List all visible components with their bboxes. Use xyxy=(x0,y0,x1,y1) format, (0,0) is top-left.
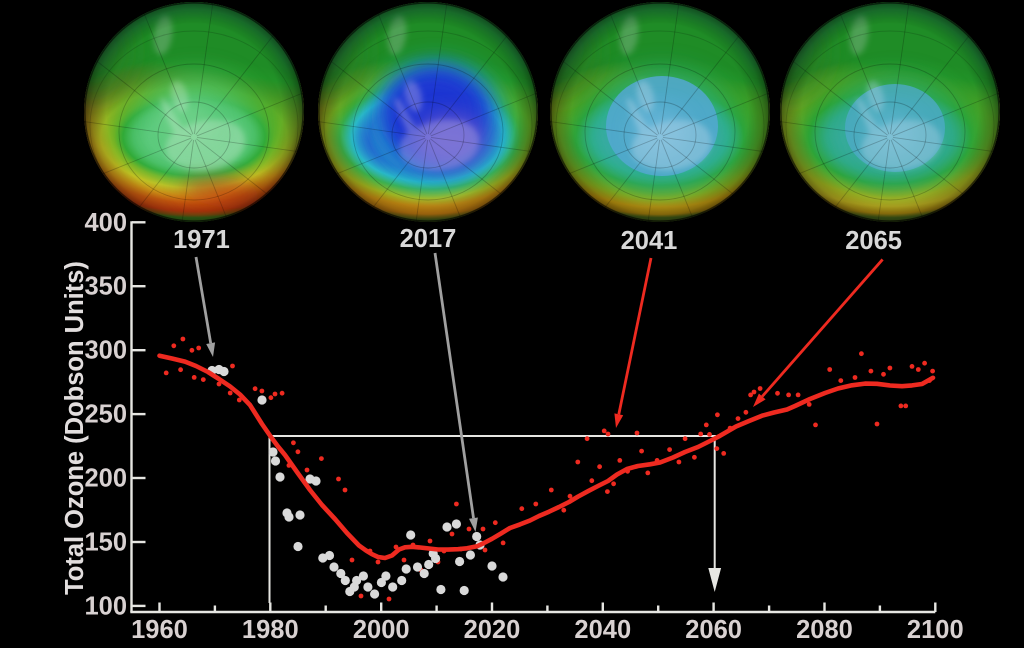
svg-text:100: 100 xyxy=(84,592,127,620)
svg-text:Total Ozone (Dobson Units): Total Ozone (Dobson Units) xyxy=(61,261,89,595)
svg-text:200: 200 xyxy=(84,465,127,493)
svg-text:1980: 1980 xyxy=(242,616,299,643)
svg-text:2100: 2100 xyxy=(907,616,964,643)
svg-text:2040: 2040 xyxy=(574,616,631,643)
svg-text:2065: 2065 xyxy=(845,227,902,255)
svg-text:1971: 1971 xyxy=(173,226,230,254)
svg-text:150: 150 xyxy=(84,529,127,557)
svg-text:400: 400 xyxy=(84,209,127,237)
svg-text:2017: 2017 xyxy=(400,225,457,253)
svg-text:2060: 2060 xyxy=(685,616,742,643)
svg-text:2080: 2080 xyxy=(796,616,853,643)
svg-text:2041: 2041 xyxy=(621,227,678,255)
svg-text:250: 250 xyxy=(84,401,127,429)
svg-text:300: 300 xyxy=(84,337,127,365)
svg-text:1960: 1960 xyxy=(131,616,188,643)
svg-text:350: 350 xyxy=(84,273,127,301)
svg-text:2020: 2020 xyxy=(464,616,521,643)
svg-text:2000: 2000 xyxy=(353,616,410,643)
